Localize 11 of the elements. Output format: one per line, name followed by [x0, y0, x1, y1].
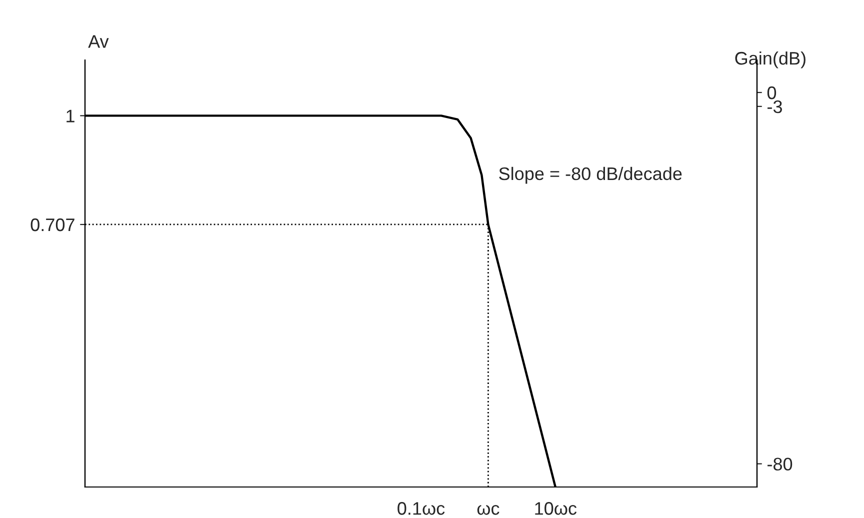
y-tick-label: 0.707: [30, 218, 74, 232]
y-tick-label: 1: [66, 110, 74, 122]
y2-tick-label: 0: [767, 86, 776, 100]
annotation: Slope = -80 dB/decade: [499, 166, 682, 184]
x-tick-label: 0.1ωc: [398, 502, 445, 515]
y2-tick-label: -80: [768, 458, 792, 471]
y2-tick-label: -3: [768, 100, 782, 114]
y-axis-title: Av: [88, 35, 109, 48]
y2-axis-title: Gain(dB): [735, 51, 806, 68]
x-tick-label: 10ωc: [535, 502, 577, 515]
x-tick-label: ωc: [477, 504, 500, 515]
